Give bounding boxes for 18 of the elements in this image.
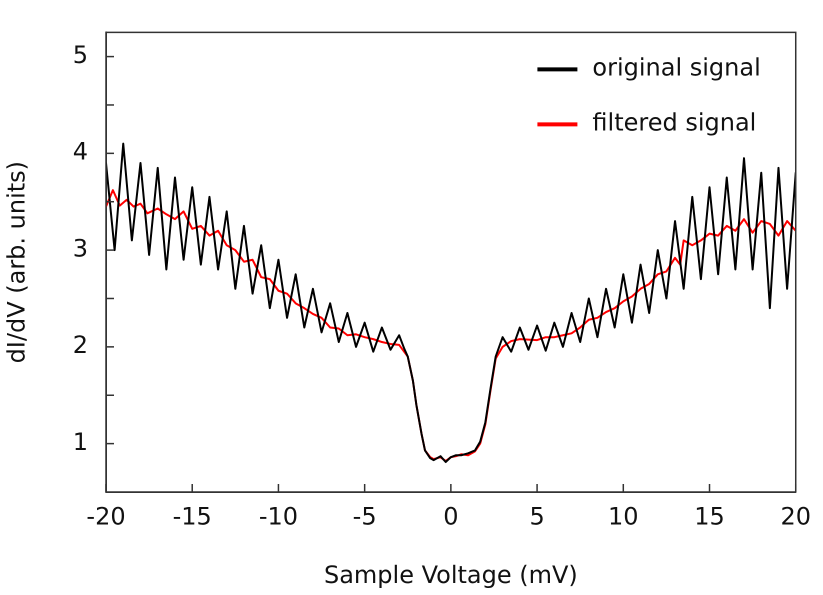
x-tick-label: -10: [258, 502, 298, 531]
x-tick-label: -20: [86, 502, 126, 531]
y-axis-title: dI/dV (arb. units): [2, 160, 31, 364]
y-tick-label: 4: [72, 138, 88, 166]
legend-label: filtered signal: [592, 108, 756, 137]
y-tick-label: 1: [72, 428, 88, 456]
x-tick-label: -15: [172, 502, 212, 531]
y-tick-label: 3: [72, 234, 88, 262]
x-tick-label: 5: [529, 502, 545, 531]
x-tick-label: 0: [443, 502, 459, 531]
y-tick-label: 2: [72, 331, 88, 360]
x-axis-title: Sample Voltage (mV): [324, 560, 578, 589]
x-tick-label: -5: [352, 502, 377, 531]
x-tick-label: 20: [780, 502, 812, 531]
x-tick-label: 15: [694, 502, 725, 531]
legend-label: original signal: [592, 54, 761, 82]
x-tick-label: 10: [608, 502, 639, 531]
y-tick-label: 5: [72, 40, 88, 69]
